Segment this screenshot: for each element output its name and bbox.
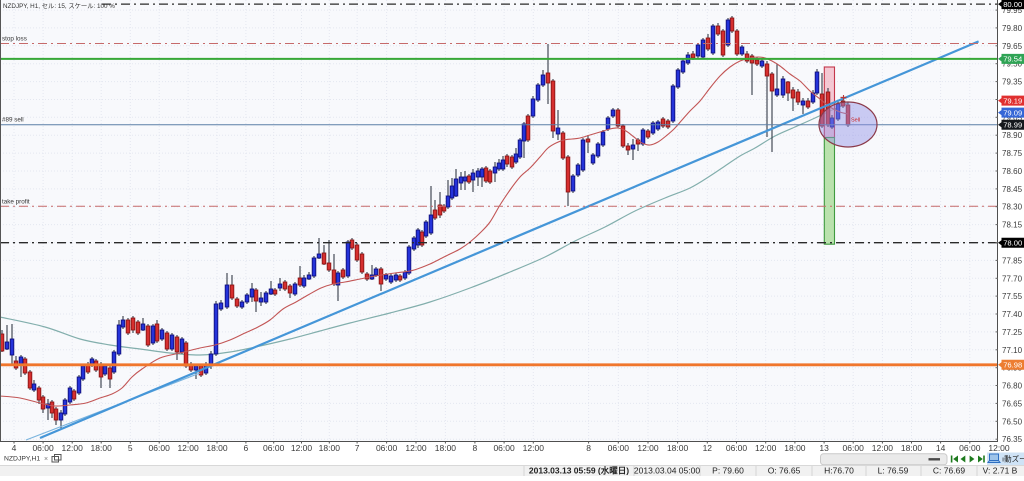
svg-text:79.50: 79.50 [1002, 60, 1023, 69]
svg-text:2013.03.13 05:59 (水曜日): 2013.03.13 05:59 (水曜日) [529, 466, 629, 476]
svg-text:5: 5 [128, 443, 133, 453]
svg-text:76.98: 76.98 [1003, 361, 1022, 370]
svg-text:77.55: 77.55 [1002, 292, 1023, 301]
svg-text:77.25: 77.25 [1002, 328, 1023, 337]
svg-text:06:00: 06:00 [32, 443, 54, 453]
svg-text:06:00: 06:00 [149, 443, 171, 453]
svg-text:#89 sell: #89 sell [2, 117, 24, 124]
svg-text:18:00: 18:00 [667, 443, 689, 453]
svg-text:13: 13 [819, 443, 829, 453]
svg-text:8: 8 [473, 443, 478, 453]
svg-text:79.80: 79.80 [1002, 24, 1023, 33]
svg-text:12:00: 12:00 [291, 443, 313, 453]
svg-text:77.10: 77.10 [1002, 346, 1023, 355]
svg-text:78.15: 78.15 [1002, 221, 1023, 230]
svg-text:78.30: 78.30 [1002, 203, 1023, 212]
svg-text:4: 4 [12, 443, 17, 453]
svg-text:L: 76.59: L: 76.59 [878, 466, 909, 476]
svg-text:18:00: 18:00 [319, 443, 341, 453]
svg-text:C: 76.69: C: 76.69 [933, 466, 965, 476]
svg-text:79.05: 79.05 [1002, 113, 1023, 122]
svg-text:×: × [44, 456, 48, 463]
svg-text:06:00: 06:00 [726, 443, 748, 453]
svg-text:18:00: 18:00 [435, 443, 457, 453]
svg-text:79.19: 79.19 [1003, 96, 1022, 105]
svg-text:79.65: 79.65 [1002, 42, 1023, 51]
svg-text:77.70: 77.70 [1002, 274, 1023, 283]
svg-text:76.80: 76.80 [1002, 382, 1023, 391]
svg-text:NZDJPY, H1, セル: 15, スケール: 100: NZDJPY, H1, セル: 15, スケール: 100 % [3, 2, 115, 10]
svg-text:2013.03.04 05:00: 2013.03.04 05:00 [634, 466, 700, 476]
svg-text:take profit: take profit [2, 199, 30, 206]
svg-text:18:00: 18:00 [206, 443, 228, 453]
svg-text:78.45: 78.45 [1002, 185, 1023, 194]
svg-text:79.09: 79.09 [1003, 108, 1022, 117]
svg-text:06:00: 06:00 [843, 443, 865, 453]
svg-text:V: 2.71 B: V: 2.71 B [983, 466, 1018, 476]
svg-text:18:00: 18:00 [901, 443, 923, 453]
svg-text:76.65: 76.65 [1002, 399, 1023, 408]
svg-text:7: 7 [355, 443, 360, 453]
svg-text:77.85: 77.85 [1002, 256, 1023, 265]
svg-text:06:00: 06:00 [608, 443, 630, 453]
svg-text:06:00: 06:00 [959, 443, 981, 453]
svg-text:O: 76.65: O: 76.65 [768, 466, 801, 476]
svg-text:12:00: 12:00 [62, 443, 84, 453]
svg-text:78.90: 78.90 [1002, 131, 1023, 140]
svg-text:06:00: 06:00 [263, 443, 285, 453]
svg-text:76.50: 76.50 [1002, 417, 1023, 426]
svg-text:12:00: 12:00 [177, 443, 199, 453]
svg-text:79.35: 79.35 [1002, 78, 1023, 87]
svg-text:79.54: 79.54 [1003, 55, 1022, 64]
svg-text:18:00: 18:00 [784, 443, 806, 453]
svg-text:12:00: 12:00 [988, 443, 1010, 453]
svg-text:06:00: 06:00 [493, 443, 515, 453]
svg-text:12:00: 12:00 [523, 443, 545, 453]
svg-text:ı動ズー: ı動ズー [1002, 454, 1024, 464]
svg-text:P: 79.60: P: 79.60 [712, 466, 744, 476]
svg-text:NZDJPY,H1: NZDJPY,H1 [4, 456, 40, 463]
svg-text:79.95: 79.95 [1002, 6, 1023, 15]
svg-text:78.75: 78.75 [1002, 149, 1023, 158]
svg-text:80.00: 80.00 [1003, 0, 1022, 9]
svg-text:12:00: 12:00 [872, 443, 894, 453]
svg-text:12:00: 12:00 [405, 443, 427, 453]
svg-text:14: 14 [936, 443, 946, 453]
svg-text:Sell: Sell [851, 118, 860, 124]
svg-text:8: 8 [586, 443, 591, 453]
svg-text:H:76.70: H:76.70 [824, 466, 854, 476]
svg-text:stop loss: stop loss [2, 36, 27, 43]
svg-text:77.40: 77.40 [1002, 310, 1023, 319]
svg-text:78.00: 78.00 [1003, 239, 1022, 248]
svg-text:6: 6 [244, 443, 249, 453]
svg-text:12:00: 12:00 [637, 443, 659, 453]
svg-text:78.60: 78.60 [1002, 167, 1023, 176]
svg-text:12: 12 [703, 443, 713, 453]
svg-text:12:00: 12:00 [755, 443, 777, 453]
svg-text:06:00: 06:00 [376, 443, 398, 453]
svg-text:18:00: 18:00 [91, 443, 113, 453]
svg-text:78.99: 78.99 [1003, 121, 1022, 130]
svg-text:76.35: 76.35 [1002, 435, 1023, 444]
